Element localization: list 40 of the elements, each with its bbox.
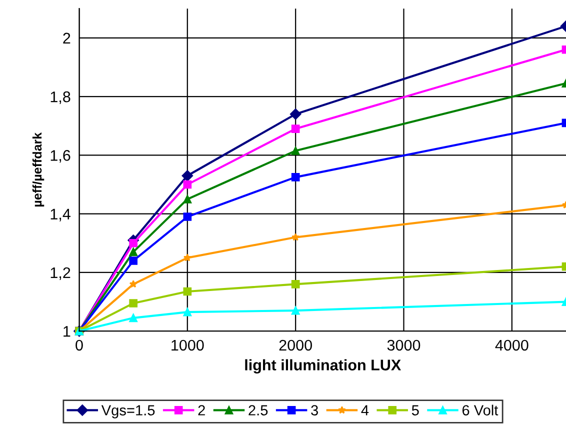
point: [291, 173, 300, 182]
y-tick-label: 1,4: [50, 208, 70, 222]
y-axis-title: µeff/µeffdark: [32, 132, 44, 206]
x-tick-label: 3000: [387, 340, 420, 351]
point: [291, 146, 300, 155]
point: [290, 108, 302, 120]
x-tick-label: 4000: [495, 340, 528, 351]
point: [291, 280, 300, 288]
legend-label: 2.5: [248, 405, 268, 416]
point: [129, 314, 138, 322]
y-tick-label: 1: [64, 326, 70, 337]
y-tick-label: 1,6: [50, 150, 70, 163]
point: [183, 254, 192, 262]
point: [183, 195, 192, 204]
legend-label: 4: [361, 405, 369, 416]
point: [129, 299, 138, 308]
point: [183, 287, 192, 296]
x-tick-label: 0: [76, 340, 83, 351]
x-axis-title: light illumination LUX: [245, 359, 401, 374]
y-tick-label: 1,8: [50, 91, 70, 104]
point: [182, 170, 194, 182]
point: [291, 124, 300, 133]
legend-label: 2: [198, 405, 205, 416]
point: [183, 180, 192, 189]
point: [183, 308, 192, 316]
legend-label: 6 Volt: [462, 404, 498, 416]
point: [129, 248, 138, 256]
point: [129, 256, 138, 265]
y-tick-label: 1,2: [50, 267, 70, 280]
legend-label: 3: [311, 405, 318, 416]
point: [292, 233, 300, 241]
point: [291, 306, 300, 315]
y-tick-label: 2: [63, 32, 70, 44]
point: [129, 280, 138, 288]
point: [129, 238, 138, 248]
legend-label: Vgs=1.5: [101, 405, 155, 418]
x-tick-label: 2000: [279, 340, 312, 351]
legend-label: 5: [412, 405, 419, 416]
point: [183, 212, 192, 221]
x-tick-label: 1000: [172, 340, 204, 351]
